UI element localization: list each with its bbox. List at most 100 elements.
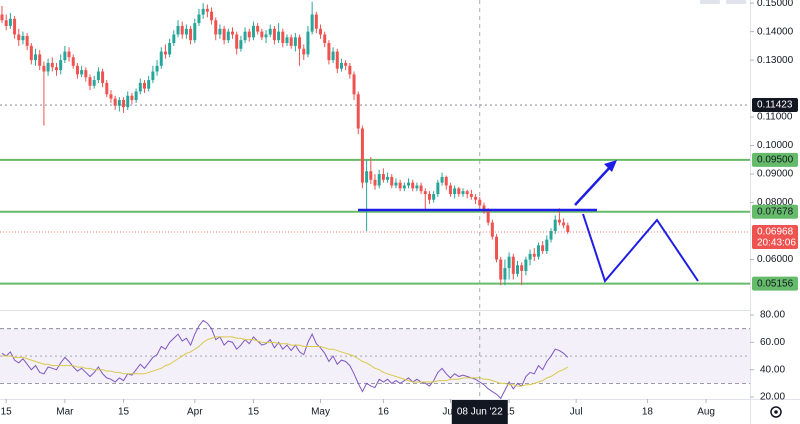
icon[interactable] <box>700 0 720 4</box>
candle-body <box>444 176 448 186</box>
candle-body <box>147 80 151 89</box>
candle-body <box>386 176 390 180</box>
candle-body <box>222 28 226 41</box>
candle-body <box>105 82 109 95</box>
candle-body <box>360 128 364 183</box>
candle-body <box>298 37 302 49</box>
x-tick-label: May <box>311 407 330 418</box>
candle-body <box>235 34 239 49</box>
candle-body <box>214 20 218 35</box>
candle-body <box>4 20 8 26</box>
candle-body <box>34 54 38 61</box>
candle-body <box>319 28 323 35</box>
candle-body <box>293 37 297 46</box>
toolbar-icons <box>700 0 746 4</box>
candle-body <box>264 34 268 38</box>
candle-body <box>528 253 532 260</box>
candle-body <box>453 188 457 195</box>
x-tick-label: Aug <box>697 407 715 418</box>
candle-body <box>515 265 519 274</box>
candle-body <box>260 31 264 38</box>
candle-body <box>536 245 540 257</box>
y-tick-label: 0.10000 <box>757 140 794 151</box>
candle-body <box>398 182 402 189</box>
candle-body <box>507 256 511 269</box>
candle-body <box>239 40 243 49</box>
candle-body <box>8 18 12 26</box>
candle-body <box>80 70 84 75</box>
candle-body <box>201 8 205 15</box>
candle-body <box>63 51 67 61</box>
candle-body <box>54 67 58 71</box>
candle-body <box>113 98 117 106</box>
y-tick-label: 0.13000 <box>757 55 794 66</box>
candle-body <box>25 35 29 46</box>
y-tick-label: 0.09000 <box>757 169 794 180</box>
candle-body <box>348 65 352 75</box>
candle-body <box>277 31 281 41</box>
candle-body <box>272 28 276 41</box>
last-price-box <box>752 224 798 249</box>
candle-body <box>13 18 17 35</box>
candle-body <box>495 236 499 260</box>
projection-path <box>582 213 699 284</box>
candle-body <box>176 25 180 35</box>
candle-body <box>327 43 331 61</box>
candle-body <box>46 62 50 72</box>
candle-body <box>184 28 188 35</box>
last-price-label: 0.06968 <box>757 227 794 238</box>
candle-body <box>566 225 570 232</box>
candle-body <box>461 191 465 195</box>
candle-body <box>520 265 524 271</box>
candle-body <box>163 51 167 55</box>
level-label: 0.05156 <box>757 278 794 289</box>
candle-body <box>21 35 25 41</box>
candle-body <box>486 211 490 223</box>
gear[interactable] <box>770 406 782 418</box>
candle-body <box>302 48 306 55</box>
candle-body <box>155 65 159 72</box>
candle-body <box>323 34 327 44</box>
candle-body <box>562 222 566 226</box>
gear-center[interactable] <box>774 410 778 414</box>
settings-icon[interactable] <box>770 406 782 418</box>
candle-body <box>432 194 436 200</box>
candle-body <box>231 31 235 35</box>
candle-body <box>352 74 356 95</box>
candle-body <box>545 239 549 252</box>
x-tick-label: 16 <box>378 407 390 418</box>
candle-body <box>172 34 176 44</box>
candle-body <box>331 51 335 61</box>
candle-body <box>448 185 452 195</box>
x-tick-label: 15 <box>504 407 516 418</box>
icon[interactable] <box>726 0 746 4</box>
candle-body <box>310 14 314 32</box>
x-tick-label: 15 <box>248 407 260 418</box>
rsi-tick-label: 20.00 <box>760 392 785 403</box>
candle-body <box>356 94 360 129</box>
x-tick-label: 15 <box>1 407 13 418</box>
candle-body <box>402 185 406 189</box>
candle-body <box>344 62 348 66</box>
x-tick-label: 15 <box>118 407 130 418</box>
candle-body <box>134 91 138 101</box>
candle-body <box>71 57 75 66</box>
candle-body <box>67 51 71 58</box>
candle-body <box>511 256 515 274</box>
x-tick-label: Jul <box>570 407 583 418</box>
candle-body <box>314 14 318 29</box>
candle-body <box>281 31 285 44</box>
countdown-label: 20:43:06 <box>757 238 796 249</box>
candle-body <box>126 95 130 108</box>
candle-body <box>419 185 423 192</box>
candle-body <box>289 37 293 46</box>
x-tick-label: Mar <box>56 407 74 418</box>
candle-body <box>268 28 272 35</box>
y-tick-label: 0.11000 <box>757 112 793 123</box>
candle-body <box>465 191 469 195</box>
candle-body <box>226 31 230 41</box>
x-tick-label: Jun <box>442 407 458 418</box>
candle-body <box>75 65 79 75</box>
candle-body <box>394 182 398 186</box>
